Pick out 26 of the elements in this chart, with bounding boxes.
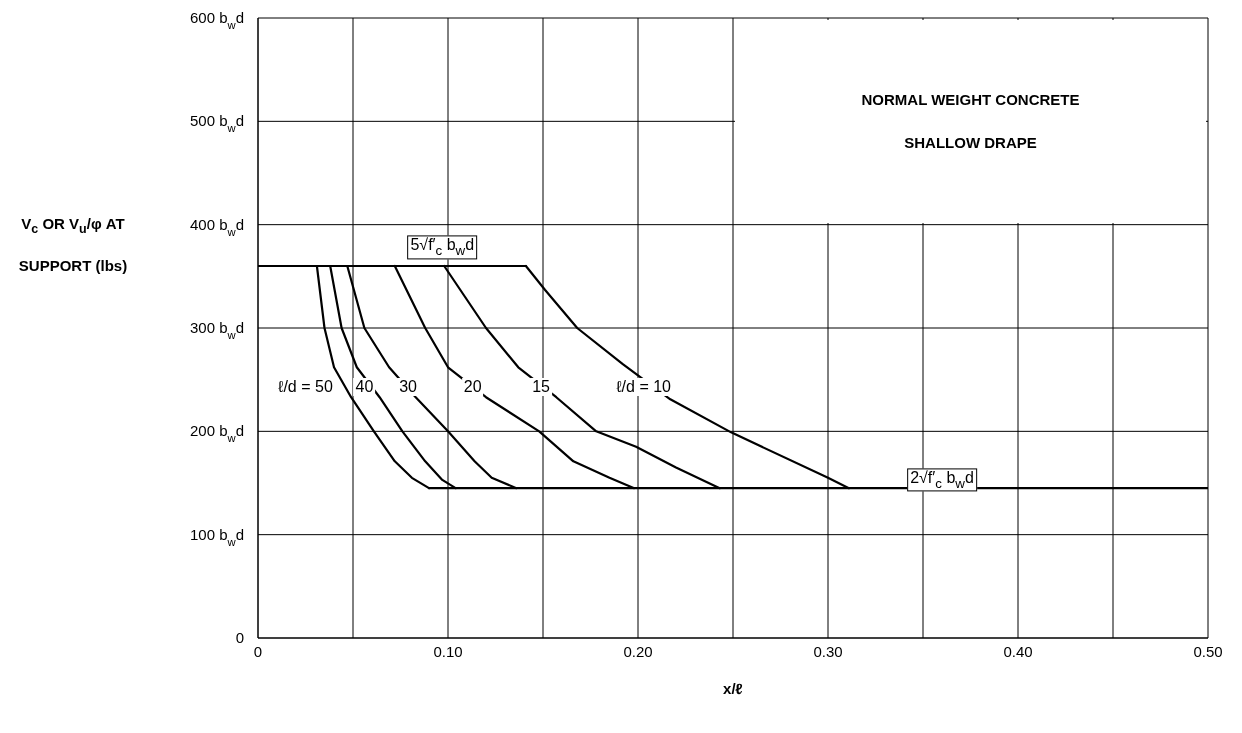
y-tick-label: 100 b$_{w}$d [189, 525, 244, 548]
annotation: SHALLOW DRAPE [904, 134, 1037, 152]
x-tick-label: 0.10 [433, 642, 463, 660]
annotation: 15 [530, 377, 552, 396]
x-tick-label: 0.30 [813, 642, 843, 660]
y-tick-label: 300 b$_{w}$d [189, 319, 244, 341]
annotation: ℓ/d = 10 [614, 377, 673, 396]
x-tick-label: 0 [253, 642, 263, 660]
annotation: 20 [461, 377, 484, 396]
caption-panel: NORMAL WEIGHT CONCRETE SHALLOW DRAPE [735, 20, 1206, 223]
y-tick-label: 500 b$_{w}$d [189, 112, 244, 135]
annotation: 5√f′$_{c}$ b$_{w}$d [407, 235, 478, 259]
y-tick-label: 200 b$_{w}$d [189, 422, 244, 445]
text: V$_{c}$ OR V$_{u}$/φ AT SUPPORT (lbs) [18, 215, 128, 274]
x-tick-label: 0.50 [1193, 642, 1223, 660]
annotation: 40 [353, 377, 376, 396]
annotation: ℓ/d = 50 [276, 377, 335, 396]
annotation: 2√f′$_{c}$ b$_{w}$d [907, 468, 977, 492]
x-tick-label: 0.40 [1003, 642, 1033, 660]
y-tick-label: 600 b$_{w}$d [189, 9, 244, 31]
x-tick-label: 0.20 [623, 642, 653, 660]
y-tick-label: 0 [235, 629, 244, 646]
annotation: 30 [397, 377, 419, 396]
y-tick-label: 400 b$_{w}$d [189, 215, 244, 238]
annotation: NORMAL WEIGHT CONCRETE [861, 91, 1080, 109]
x-axis-title: x/ℓ [723, 680, 743, 697]
